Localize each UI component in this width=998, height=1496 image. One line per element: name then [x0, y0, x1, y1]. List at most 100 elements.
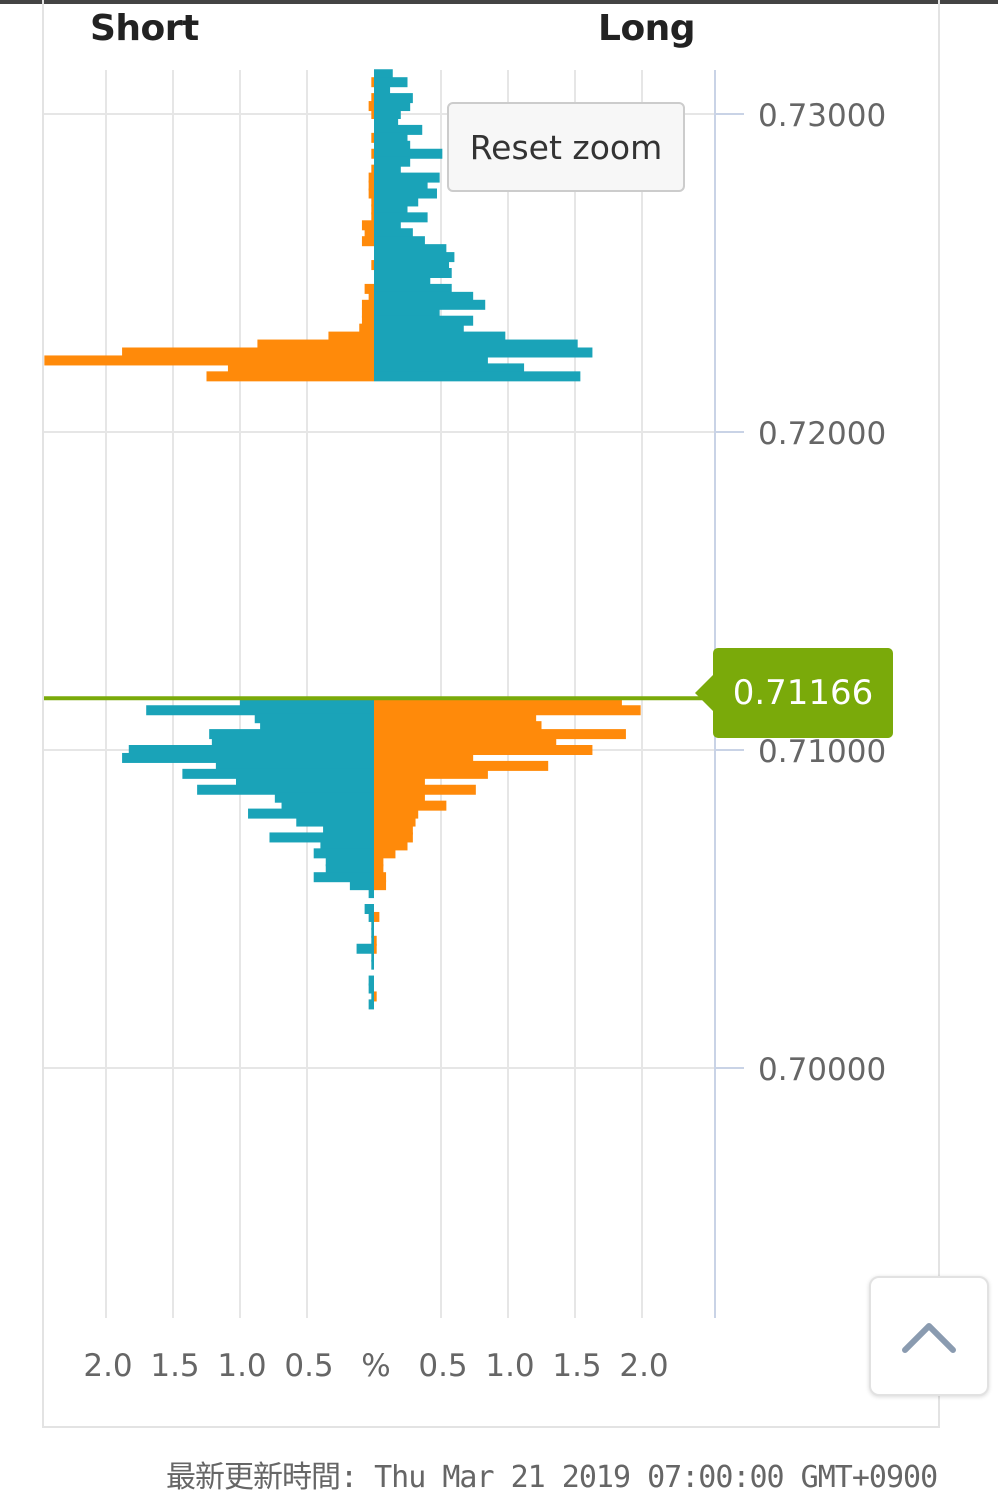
bar-long	[374, 768, 488, 779]
bar-short	[269, 832, 374, 843]
bar-short	[281, 800, 374, 811]
bar-short	[361, 299, 374, 310]
bar-long	[374, 880, 387, 891]
bar-short	[182, 768, 374, 779]
bar-long	[374, 156, 411, 167]
bar-short	[361, 236, 374, 247]
bar-long	[374, 268, 452, 278]
bar-long	[374, 729, 626, 740]
current-price-value: 0.71166	[732, 673, 874, 713]
x-tick-label: 2.0	[619, 1348, 668, 1384]
bar-short	[257, 339, 374, 350]
bar-short	[44, 355, 375, 366]
x-tick-label: 0.5	[418, 1348, 467, 1384]
bar-short	[215, 760, 374, 771]
bar-long	[374, 339, 578, 350]
bar-short	[128, 745, 374, 755]
bar-short	[371, 951, 374, 962]
bar-long	[374, 85, 391, 96]
bar-short	[313, 848, 374, 859]
bar-long	[374, 93, 413, 104]
bar-short	[371, 204, 374, 215]
bar-long	[374, 864, 384, 875]
bar-short	[371, 93, 374, 104]
bar-short	[328, 331, 374, 342]
x-tick-label: %	[361, 1348, 390, 1384]
bar-short	[371, 196, 374, 207]
bar-short	[320, 840, 374, 851]
order-book-chart[interactable]: 0.73000 0.72000 0.71000 0.70000 2.0 1.5 1.0 0.5…	[0, 0, 998, 1440]
bar-long	[374, 872, 387, 883]
bar-long	[374, 172, 440, 183]
bar-long	[374, 132, 408, 143]
bar-long	[374, 808, 419, 819]
bar-short	[361, 307, 374, 318]
bar-short	[368, 188, 374, 199]
bar-short	[371, 260, 374, 271]
bar-long	[374, 299, 486, 310]
bar-long	[374, 991, 377, 1002]
bar-long	[374, 832, 413, 843]
bar-long	[374, 331, 506, 342]
x-tick-label: 1.0	[485, 1348, 534, 1384]
bar-long	[374, 776, 425, 787]
bar-short	[197, 784, 374, 795]
bar-long	[374, 220, 401, 231]
bar-short	[359, 323, 374, 334]
bar-long	[374, 737, 557, 748]
bar-short	[371, 164, 374, 175]
bar-long	[374, 792, 425, 803]
long-label: Long	[598, 8, 696, 49]
x-tick-label: 1.5	[552, 1348, 601, 1384]
reset-zoom-button[interactable]: Reset zoom	[447, 102, 685, 192]
bar-long	[374, 196, 419, 207]
bar-long	[374, 816, 416, 827]
bar-long	[374, 347, 593, 358]
bar-short	[122, 752, 374, 763]
bar-long	[374, 109, 401, 119]
bar-short	[371, 935, 374, 946]
bar-short	[364, 904, 374, 914]
bar-short	[235, 776, 374, 787]
bar-short	[371, 132, 374, 143]
bar-long	[374, 355, 488, 366]
bar-short	[296, 816, 374, 827]
bar-long	[374, 228, 413, 239]
bar-short	[356, 943, 374, 954]
bar-short	[371, 109, 374, 119]
x-tick-label: 0.5	[284, 1348, 333, 1384]
bar-long	[374, 101, 411, 112]
bar-short	[371, 959, 374, 970]
current-price-tag: 0.71166	[695, 648, 893, 738]
bar-long	[374, 800, 447, 811]
bar-short	[323, 824, 374, 835]
bar-long	[374, 291, 474, 302]
bar-long	[374, 745, 593, 755]
bar-long	[374, 244, 447, 255]
bar-long	[374, 307, 440, 318]
bar-short	[364, 283, 374, 294]
bar-short	[349, 880, 374, 891]
last-updated-text: 最新更新時間: Thu Mar 21 2019 07:00:00 GMT+090…	[166, 1460, 938, 1495]
bar-short	[371, 77, 374, 88]
bar-short	[371, 919, 374, 930]
bar-short	[368, 975, 374, 986]
bar-short	[248, 808, 374, 819]
bar-short	[368, 911, 374, 922]
bar-long	[374, 824, 413, 835]
scroll-to-top-button[interactable]	[869, 1276, 989, 1396]
bar-long	[374, 856, 384, 867]
bar-long	[374, 323, 464, 334]
x-tick-label: 1.0	[217, 1348, 266, 1384]
bar-long	[374, 935, 377, 946]
bar-long	[374, 236, 425, 247]
bar-short	[313, 872, 374, 883]
bar-short	[368, 101, 374, 112]
x-tick-label: 2.0	[83, 1348, 132, 1384]
bar-long	[374, 705, 641, 716]
bar-short	[240, 697, 374, 708]
bar-long	[374, 760, 549, 771]
bar-short	[368, 172, 374, 183]
bar-short	[371, 927, 374, 938]
bars-layer	[44, 69, 641, 1010]
